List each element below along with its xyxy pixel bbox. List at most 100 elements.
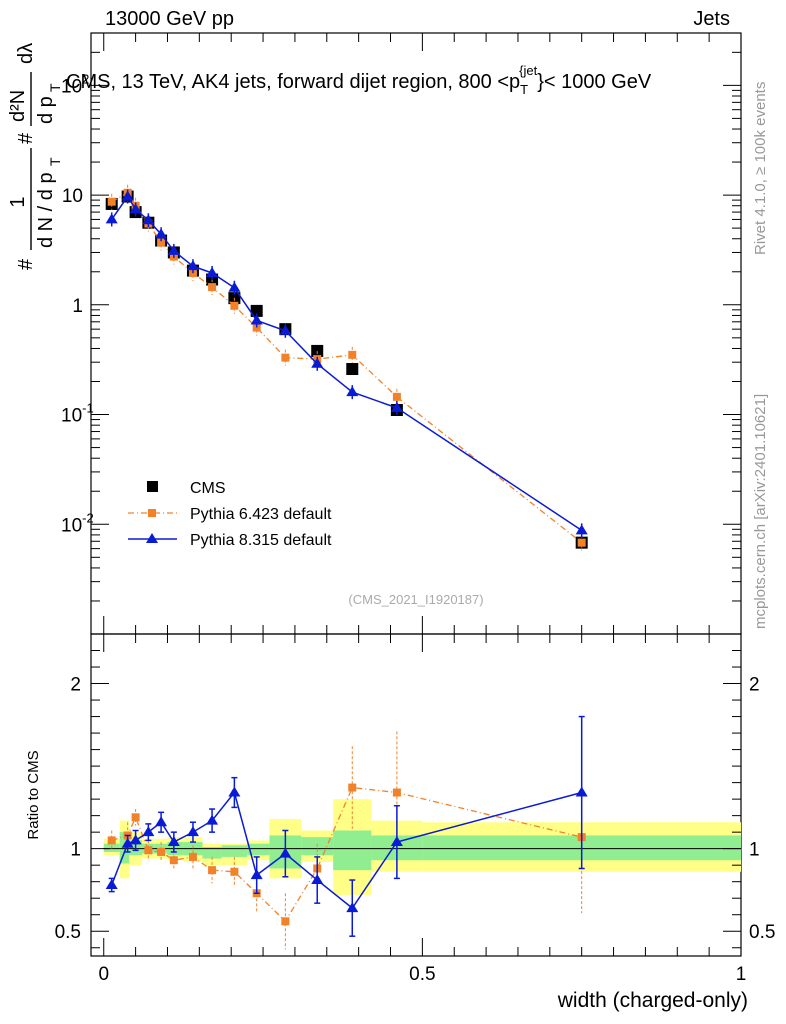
- uncertainty-band-green: [221, 845, 248, 857]
- ratio-y-axis-label: Ratio to CMS: [25, 750, 42, 839]
- pythia8-data-point: [155, 228, 168, 239]
- pythia6-data-point: [252, 323, 261, 332]
- legend-label-py6: Pythia 6.423 default: [190, 506, 332, 523]
- pythia6-data-point: [281, 353, 290, 362]
- header-process: 13000 GeV pp: [105, 8, 234, 30]
- cms-data-point: [311, 344, 324, 357]
- ratio-pythia8-point: [129, 834, 142, 845]
- header-jets: Jets: [693, 8, 730, 30]
- ratio-pythia8-point: [279, 847, 292, 858]
- plot-title-sup: {jet: [519, 63, 537, 78]
- ratio-pythia8-point: [250, 869, 263, 880]
- ylabel-frac2-den-sub: T: [47, 83, 63, 92]
- legend-marker-cms: [147, 481, 158, 492]
- plot-title-main: CMS, 13 TeV, AK4 jets, forward dijet reg…: [66, 71, 520, 93]
- ratio-pythia6-point: [281, 917, 290, 926]
- pythia8-data-point: [206, 266, 219, 277]
- ratio-pythia6-point: [169, 856, 178, 865]
- ratio-pythia8-point: [155, 816, 168, 827]
- ylabel-hash-1: #: [15, 258, 37, 270]
- y-tick-label: 10-1: [61, 401, 94, 427]
- legend: CMS Pythia 6.423 default Pythia 8.315 de…: [128, 480, 332, 549]
- ratio-pythia6-point: [208, 866, 217, 875]
- ratio-pythia8-point: [228, 786, 241, 797]
- pythia8-data-point: [167, 244, 180, 255]
- legend-label-cms: CMS: [190, 480, 226, 497]
- uncertainty-band-green: [333, 830, 372, 871]
- cms-data-point: [250, 304, 263, 317]
- pythia8-data-point: [142, 214, 155, 225]
- ratio-y-tick-label-right: 0.5: [749, 922, 775, 943]
- ylabel-den-sub: T: [47, 157, 63, 166]
- ratio-pythia8-point: [186, 826, 199, 837]
- ratio-pythia8-point: [121, 837, 134, 848]
- ylabel-hash-2: #: [15, 132, 37, 144]
- pythia8-data-point: [279, 324, 292, 335]
- y-tick-label: 10-2: [61, 510, 94, 536]
- main-y-axis-label: # 1 d N / d p T # d²N d p T dλ: [7, 43, 63, 270]
- main-plot-layer: 10-2 10-1 1 10 102: [61, 33, 742, 634]
- plot-title-tail: }< 1000 GeV: [537, 71, 652, 93]
- ylabel-frac2-tail: dλ: [15, 43, 37, 64]
- ratio-pythia8-point: [167, 836, 180, 847]
- main-plot-frame: [90, 32, 742, 635]
- pythia8-data-point: [311, 357, 324, 368]
- y-tick-label: 102: [61, 71, 89, 97]
- ratio-pythia8-point: [105, 878, 118, 889]
- ratio-pythia8-point: [311, 874, 324, 885]
- x-tick-label: 1: [736, 964, 747, 985]
- pythia6-data-point: [157, 238, 166, 247]
- y-tick-label: 10: [62, 186, 83, 207]
- pythia6-data-point: [107, 197, 116, 206]
- ylabel-den: d N / d p: [35, 172, 57, 248]
- ratio-pythia8-point: [390, 836, 403, 847]
- legend-label-py8: Pythia 8.315 default: [190, 532, 332, 549]
- pythia6-data-point: [208, 283, 217, 292]
- ratio-pythia8-point: [346, 902, 359, 913]
- pythia6-data-point: [348, 350, 357, 359]
- ratio-plot-layer: 0.5 0.51 12 20 0.5 1: [55, 634, 775, 985]
- pythia8-data-point: [129, 203, 142, 214]
- ratio-y-tick-label-right: 1: [749, 840, 760, 861]
- ratio-pythia6-point: [188, 852, 197, 861]
- ratio-pythia6-point: [230, 867, 239, 876]
- ratio-y-tick-label: 1: [70, 840, 81, 861]
- ratio-pythia8-point: [206, 814, 219, 825]
- ratio-y-tick-label: 0.5: [55, 922, 81, 943]
- ratio-pythia6-point: [131, 813, 140, 822]
- pythia6-data-point: [577, 538, 586, 547]
- pythia8-data-point: [346, 386, 359, 397]
- legend-marker-py6: [148, 509, 156, 517]
- pythia8-data-point: [121, 190, 134, 201]
- pythia8-data-point: [390, 401, 403, 412]
- pythia8-data-point: [575, 524, 588, 535]
- ratio-pythia6-point: [157, 847, 166, 856]
- analysis-watermark: (CMS_2021_I1920187): [348, 592, 483, 607]
- ratio-pythia6-point: [144, 846, 153, 855]
- pythia8-data-point: [105, 213, 118, 224]
- ratio-pythia8-point: [142, 826, 155, 837]
- uncertainty-band-green: [119, 832, 130, 864]
- x-tick-label: 0.5: [409, 964, 435, 985]
- x-tick-label: 0: [98, 964, 109, 985]
- ratio-pythia6-line: [111, 786, 582, 923]
- ylabel-num: 1: [7, 196, 29, 207]
- uncertainty-band-green: [202, 847, 222, 859]
- x-axis-label: width (charged-only): [557, 989, 748, 1012]
- ratio-pythia8-point: [575, 786, 588, 797]
- ratio-plot-frame: [90, 633, 742, 957]
- ratio-pythia6-point: [107, 836, 116, 845]
- ylabel-frac2-den: d p: [35, 96, 57, 124]
- ratio-y-tick-label: 2: [70, 675, 81, 696]
- pythia8-data-point: [228, 281, 241, 292]
- ylabel-frac2-num: d²N: [7, 90, 29, 122]
- cms-data-point: [346, 363, 359, 376]
- pythia8-data-point: [186, 260, 199, 271]
- uncertainty-band-green: [247, 843, 270, 856]
- legend-marker-py8: [146, 533, 158, 543]
- ratio-pythia6-point: [392, 788, 401, 797]
- plot-title: CMS, 13 TeV, AK4 jets, forward dijet reg…: [66, 63, 652, 97]
- pythia6-data-point: [392, 392, 401, 401]
- pythia8-data-point: [250, 314, 263, 325]
